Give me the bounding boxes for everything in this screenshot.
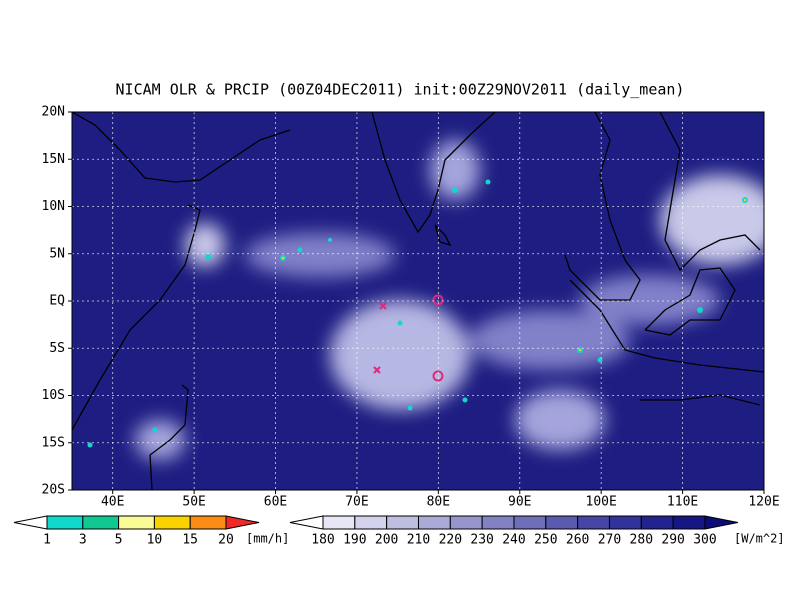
legend-level-label: 200 [375,533,398,548]
legend-level-label: 250 [534,533,557,548]
olr-colorbar: 180 190 200 210 220 230 240 250 260 270 280 290 300 [… [289,515,785,548]
legend-level-label: 3 [79,533,87,548]
legend-level-label: 20 [218,533,234,548]
lon-tick-label: 120E [748,495,779,510]
legend-level-label: 240 [502,533,525,548]
legend-level-label: 260 [566,533,589,548]
legend-level-label: 1 [43,533,51,548]
axis-labels: 40E 50E 60E 70E 80E 90E 100E 110E 120E 20N 15N 10N 5… [42,105,780,510]
lon-tick-label: 70E [345,495,368,510]
storm-markers [373,294,444,382]
lon-tick-label: 50E [182,495,205,510]
legend-level-label: 180 [311,533,334,548]
legend-level-label: 220 [439,533,462,548]
legend-swatch [386,515,419,530]
lat-tick-label: 20S [42,483,65,498]
precip-colorbar: 1 3 5 10 15 20 [mm/h] [13,515,289,548]
legend-swatch [640,515,674,530]
legend-swatch [577,515,610,530]
legend-swatch [225,515,260,530]
legend-swatch [513,515,547,530]
legend-swatch [449,515,483,530]
legend-swatch [13,515,48,530]
legend-level-label: 190 [343,533,366,548]
legend-swatch [417,515,451,530]
legend-level-label: 270 [598,533,621,548]
legend-swatch [82,515,120,530]
lon-tick-label: 60E [264,495,287,510]
legend-level-label: 280 [630,533,653,548]
lon-tick-label: 110E [667,495,698,510]
legend-unit: [mm/h] [246,532,289,546]
legend-unit: [W/m^2] [734,532,785,546]
legend-swatch [704,515,739,530]
legend-level-label: 10 [147,533,163,548]
legend-swatch [545,515,579,530]
legend-swatch [153,515,191,530]
legend-swatch [481,515,515,530]
legend-swatch [289,515,324,530]
legend-swatch [46,515,84,530]
legend-level-label: 230 [470,533,493,548]
legend-swatch [354,515,388,530]
lon-tick-label: 100E [586,495,617,510]
legend-level-label: 5 [115,533,123,548]
lat-tick-label: 15S [42,435,65,450]
lat-tick-label: 5N [49,246,65,261]
lon-tick-label: 90E [508,495,531,510]
lat-tick-label: EQ [49,294,65,309]
lat-tick-label: 20N [42,105,65,120]
lon-tick-label: 40E [101,495,124,510]
legend-level-label: 210 [407,533,430,548]
legend-level-label: 290 [661,533,684,548]
legend-swatch [189,515,227,530]
legend-level-label: 15 [182,533,198,548]
lon-tick-label: 80E [427,495,450,510]
lat-tick-label: 5S [49,341,65,356]
legend-level-label: 300 [693,533,716,548]
legend-swatch [608,515,642,530]
legend-swatch [322,515,356,530]
lat-tick-label: 10S [42,388,65,403]
lat-tick-label: 15N [42,152,65,167]
legend-swatch [118,515,155,530]
lat-tick-label: 10N [42,199,65,214]
coastline [72,112,764,490]
title: NICAM OLR & PRCIP (00Z04DEC2011) init:00… [116,81,685,99]
legend-swatch [672,515,706,530]
